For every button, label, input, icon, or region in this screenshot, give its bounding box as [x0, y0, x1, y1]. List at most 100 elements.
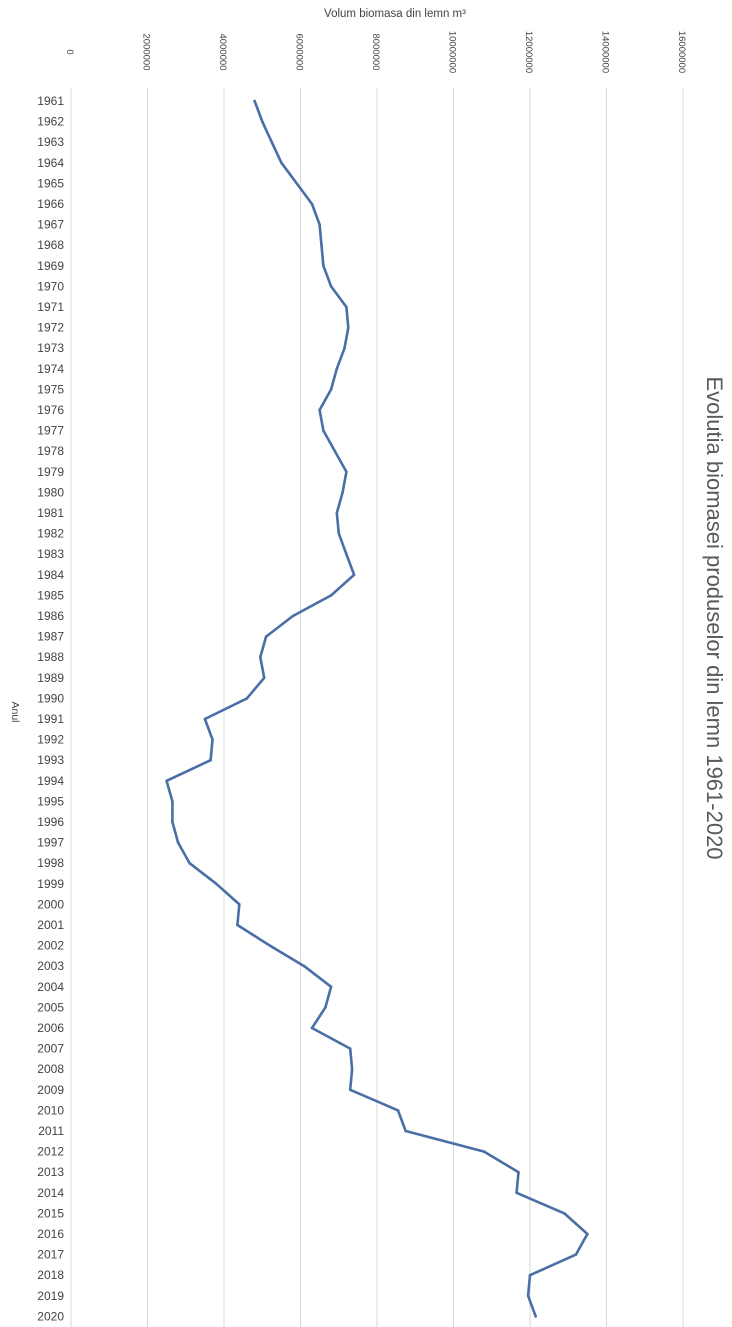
data-point: [324, 1006, 327, 1009]
data-point: [211, 738, 214, 741]
data-point: [335, 511, 339, 515]
category-tick-label: 2000: [37, 897, 64, 911]
category-tick-label: 1983: [37, 547, 64, 561]
data-point: [310, 202, 314, 206]
category-tick-label: 1967: [37, 218, 64, 232]
value-tick-label: 10000000: [447, 31, 458, 73]
category-tick-label: 2009: [37, 1083, 64, 1097]
category-tick-label: 1962: [37, 115, 64, 129]
data-point: [329, 594, 333, 597]
data-point: [295, 182, 299, 185]
category-tick-label: 2004: [37, 980, 64, 994]
data-point: [270, 140, 274, 144]
data-point: [171, 800, 174, 803]
category-tick-label: 2016: [37, 1227, 64, 1241]
data-point: [322, 264, 325, 268]
category-tick-label: 1998: [37, 856, 64, 870]
data-point: [238, 903, 241, 906]
category-tick-label: 2015: [37, 1206, 64, 1220]
data-points: [165, 99, 589, 1318]
category-tick-label: 1982: [37, 527, 64, 541]
category-tick-label: 1984: [37, 568, 64, 582]
data-point: [262, 676, 266, 680]
category-tick-label: 2001: [37, 918, 64, 932]
category-tick-label: 1991: [37, 712, 64, 726]
category-tick-label: 2013: [37, 1165, 64, 1179]
data-point: [528, 1273, 532, 1277]
value-tick-label: 12000000: [523, 31, 534, 73]
data-point: [341, 491, 344, 494]
category-tick-label: 2002: [37, 939, 64, 953]
data-point: [176, 841, 180, 844]
category-tick-label: 1968: [37, 238, 64, 252]
category-tick-label: 1966: [37, 197, 64, 211]
category-tick-label: 1978: [37, 444, 64, 458]
category-tick-label: 2010: [37, 1103, 64, 1117]
category-tick-label: 2006: [37, 1021, 64, 1035]
data-point: [259, 655, 262, 659]
value-tick-label: 0: [64, 49, 75, 54]
category-tick-label: 1997: [37, 836, 64, 850]
category-tick-label: 2007: [37, 1042, 64, 1056]
category-tick-label: 2017: [37, 1248, 64, 1262]
data-point: [303, 964, 306, 968]
category-tick-label: 1964: [37, 156, 64, 170]
data-point: [253, 99, 256, 103]
data-point: [526, 1294, 530, 1298]
category-tick-label: 1972: [37, 321, 64, 335]
data-point: [335, 367, 339, 371]
category-tick-label: 2018: [37, 1268, 64, 1282]
data-point: [291, 614, 295, 618]
category-tick-label: 2014: [37, 1186, 64, 1200]
data-point: [329, 388, 333, 391]
data-point: [534, 1315, 537, 1318]
category-tick-label: 1976: [37, 403, 64, 417]
data-point: [345, 470, 348, 474]
chart-title: Evolutia biomasei produselor din lemn 19…: [702, 376, 727, 859]
data-point: [318, 408, 321, 412]
category-tick-label: 1971: [37, 300, 64, 314]
value-tick-label: 2000000: [141, 34, 152, 71]
value-axis-title: Volum biomasa din lemn m³: [324, 8, 466, 20]
category-tick-label: 1979: [37, 465, 64, 479]
category-tick-label: 1990: [37, 691, 64, 705]
category-tick-label: 2003: [37, 959, 64, 973]
data-point: [517, 1170, 520, 1174]
value-tick-label: 4000000: [217, 34, 228, 71]
data-point: [329, 285, 333, 288]
category-tick-label: 1986: [37, 609, 64, 623]
category-tick-label: 1988: [37, 650, 64, 664]
category-tick-label: 1994: [37, 774, 64, 788]
data-point: [203, 717, 207, 721]
category-tick-label: 1985: [37, 588, 64, 602]
category-tick-label: 1995: [37, 794, 64, 808]
data-point: [563, 1212, 566, 1215]
data-point: [318, 223, 321, 226]
category-tick-label: 1996: [37, 815, 64, 829]
value-tick-label: 14000000: [600, 31, 611, 73]
category-tick-label: 2005: [37, 1000, 64, 1014]
category-tick-label: 2019: [37, 1289, 64, 1303]
data-point: [348, 1088, 352, 1092]
category-tick-label: 2008: [37, 1062, 64, 1076]
data-point: [171, 820, 174, 824]
category-tick-labels: 1961 1962 1963 1964 1965 1966 1967 1968 1969 1970…: [37, 94, 64, 1323]
category-tick-label: 1969: [37, 259, 64, 273]
data-point: [280, 161, 283, 165]
data-point: [352, 573, 356, 577]
category-tick-label: 1961: [37, 94, 64, 108]
category-tick-label: 1970: [37, 279, 64, 293]
data-point: [268, 944, 272, 947]
grid-lines: [70, 88, 684, 1327]
data-point: [482, 1150, 486, 1153]
value-tick-label: 16000000: [676, 31, 687, 73]
data-point: [396, 1109, 400, 1112]
category-tick-label: 1977: [37, 424, 64, 438]
data-point: [345, 305, 348, 309]
data-point: [322, 429, 325, 432]
data-point: [329, 985, 333, 989]
category-tick-label: 1987: [37, 630, 64, 644]
data-point: [347, 326, 350, 329]
category-tick-label: 2012: [37, 1145, 64, 1159]
